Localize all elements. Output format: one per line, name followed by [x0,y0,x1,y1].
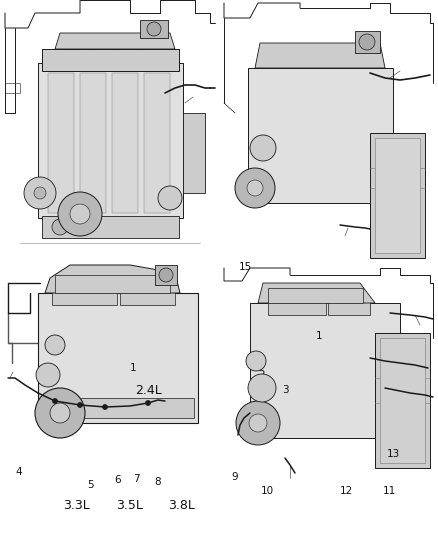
Circle shape [159,268,173,282]
Circle shape [145,400,151,406]
Text: 9: 9 [231,472,238,482]
Circle shape [250,135,276,161]
Bar [375,138,420,253]
Bar [144,73,170,213]
Bar [380,338,425,463]
Bar [370,133,425,258]
Polygon shape [258,283,375,303]
Polygon shape [255,43,385,68]
Bar [183,113,205,193]
Circle shape [35,388,85,438]
Text: 5: 5 [87,480,94,490]
Circle shape [158,186,182,210]
Circle shape [78,402,82,408]
Text: 2: 2 [258,370,265,380]
Circle shape [70,204,90,224]
Bar [80,73,106,213]
Circle shape [236,401,280,445]
Circle shape [34,187,46,199]
Bar [155,265,177,285]
Text: 3.5L: 3.5L [116,499,143,512]
Text: 1: 1 [315,331,322,341]
Polygon shape [55,33,175,49]
Bar [48,73,74,213]
Circle shape [147,22,161,36]
Bar [42,49,179,71]
Text: 3.3L: 3.3L [63,499,90,512]
Circle shape [248,374,276,402]
Circle shape [246,351,266,371]
Bar [0,0,219,266]
Text: 2.4L: 2.4L [135,384,162,397]
Bar [42,398,194,418]
Text: 6: 6 [114,475,121,484]
Circle shape [24,177,56,209]
Circle shape [235,168,275,208]
Bar [52,291,117,305]
Circle shape [58,192,102,236]
Circle shape [45,335,65,355]
Bar [55,275,170,293]
Bar [268,301,326,315]
Bar [250,303,400,438]
Text: 3: 3 [282,385,289,395]
Bar [248,68,393,203]
Circle shape [249,414,267,432]
Circle shape [36,363,60,387]
Bar [42,216,179,238]
Text: 12: 12 [339,487,353,496]
Bar [219,266,438,533]
Text: 4: 4 [15,467,22,477]
Text: 15: 15 [239,262,252,271]
Bar [0,266,219,533]
Bar [328,301,370,315]
Text: 7: 7 [133,474,140,483]
Bar [38,63,183,218]
Text: 3.8L: 3.8L [168,499,195,512]
Text: 1: 1 [130,363,137,373]
Text: 8: 8 [154,478,161,487]
Text: 13: 13 [387,449,400,459]
Circle shape [247,180,263,196]
Text: 11: 11 [383,487,396,496]
Polygon shape [45,265,180,293]
Bar [268,288,363,303]
Bar [38,293,198,423]
Circle shape [52,219,68,235]
Circle shape [50,403,70,423]
Bar [219,0,438,266]
Bar [120,291,175,305]
Circle shape [102,405,107,409]
Bar [375,333,430,468]
Circle shape [53,399,57,403]
Bar [355,31,380,53]
Circle shape [359,34,375,50]
Bar [112,73,138,213]
Bar [140,20,168,38]
Text: 10: 10 [261,487,274,496]
